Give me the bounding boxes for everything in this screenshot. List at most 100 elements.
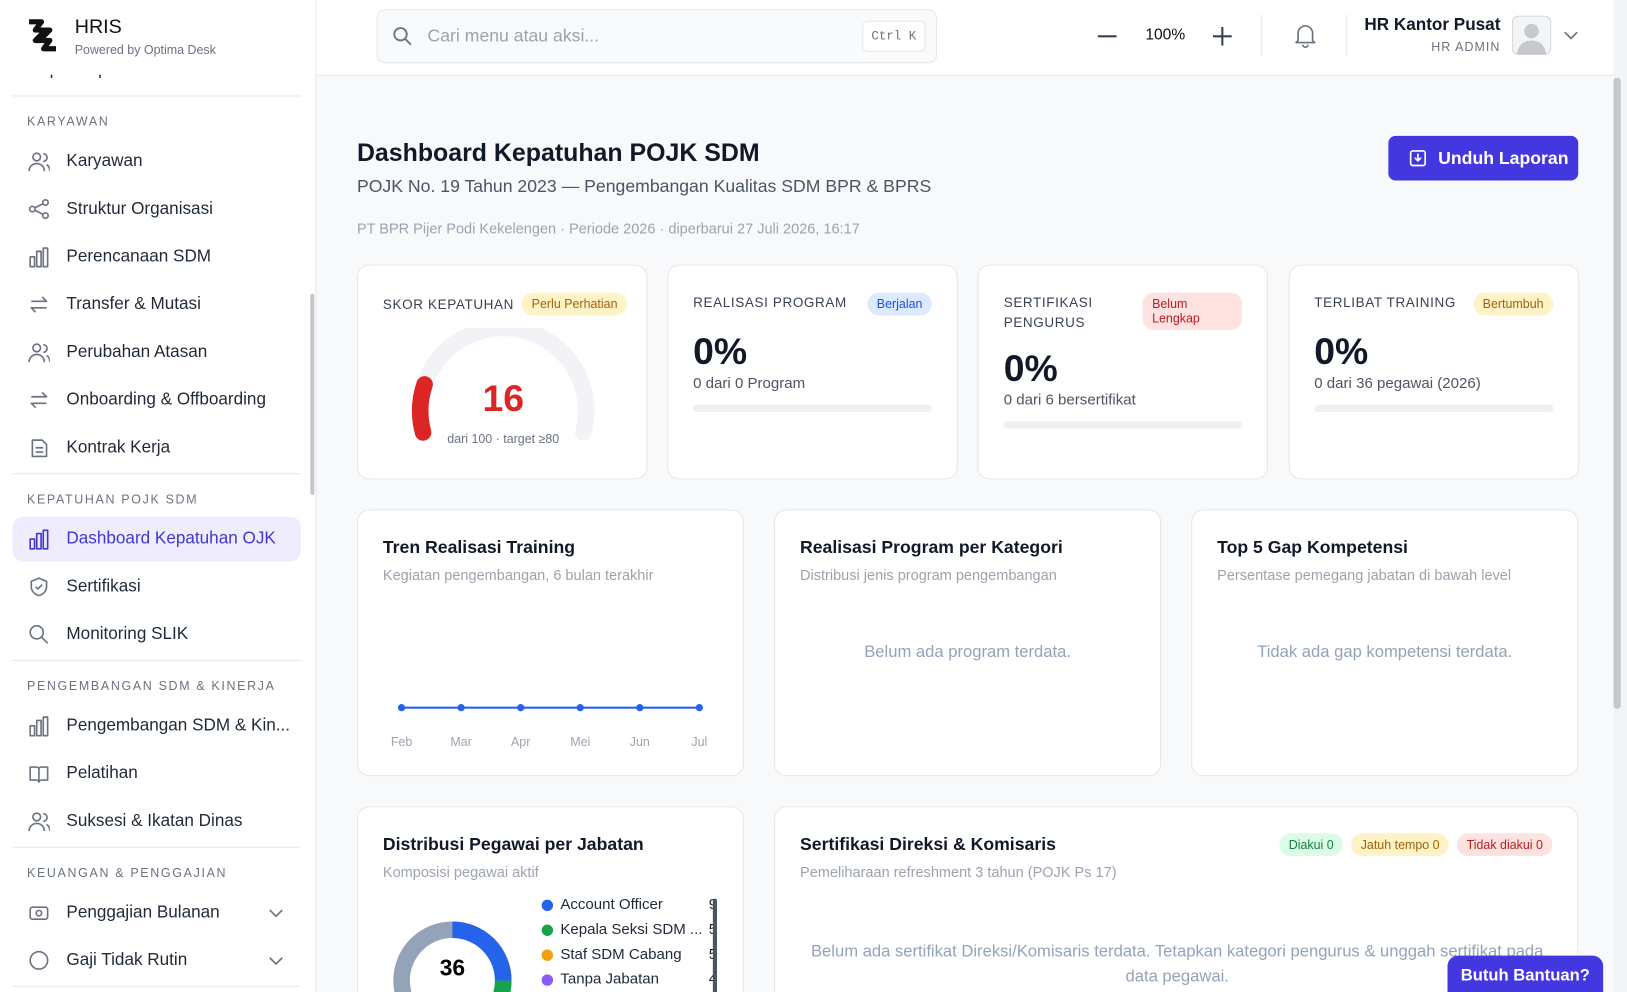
program-card: Realisasi Program per Kategori Distribus… (774, 509, 1162, 777)
section-title: PENGEMBANGAN SDM & KINERJA (26, 678, 276, 694)
donut-total: 36 (440, 954, 465, 980)
legend-value: 4 (709, 971, 714, 988)
card-title: Tren Realisasi Training (382, 537, 576, 558)
legend-name: Account Officer (560, 896, 663, 914)
nav-item[interactable]: Perencanaan SDM (12, 234, 300, 279)
avatar[interactable] (1511, 15, 1552, 55)
download-button[interactable]: Unduh Laporan (1388, 135, 1579, 181)
legend-scrollbar (712, 898, 718, 992)
nav-label: Suksesi & Ikatan Dinas (66, 810, 243, 830)
nav-label: Kontrak Kerja (66, 437, 171, 457)
nav-label: Monitoring SLIK (66, 624, 189, 643)
user-menu[interactable] (1563, 28, 1580, 43)
empty-state: Belum ada sertifikat Direksi/Komisaris t… (810, 943, 1544, 986)
separator (1260, 14, 1262, 57)
nav-label: Penggajian Bulanan (66, 902, 220, 921)
x-tick-label: Jun (630, 735, 650, 749)
user-name[interactable]: HR Kantor Pusat (1364, 15, 1501, 35)
x-tick-label: Mar (450, 735, 471, 749)
trend-point (397, 704, 406, 712)
trend-point (695, 704, 703, 712)
gauge-caption: dari 100 · target ≥80 (447, 432, 559, 446)
nav-item[interactable]: Penggajian Bulanan (12, 890, 300, 935)
nav-item[interactable]: Monitoring SLIK (12, 612, 300, 657)
legend-dot (541, 899, 554, 912)
certification-card: Sertifikasi Direksi & Komisaris Pemeliha… (774, 806, 1579, 992)
legend: Account Officer9Kepala Seksi SDM ...5Sta… (540, 896, 714, 992)
nav-item[interactable]: Pelatihan (12, 751, 300, 796)
kpi-value: 0% (693, 329, 748, 373)
divider (12, 95, 301, 97)
nav-item[interactable]: Onboarding & Offboarding (12, 377, 300, 422)
nav-icon (28, 714, 50, 736)
notifications[interactable] (1293, 22, 1318, 49)
kpi-badge: Berjalan (867, 292, 932, 316)
nav-label: Gaji Tidak Rutin (66, 949, 188, 969)
nav-label: Perubahan Atasan (66, 341, 208, 361)
trend-point (636, 704, 644, 712)
expand-chevron[interactable] (268, 953, 285, 968)
card-subtitle: Distribusi jenis program pengembangan (800, 566, 1057, 584)
card-subtitle: Pemeliharaan refreshment 3 tahun (POJK P… (800, 863, 1117, 880)
nav-item[interactable]: Struktur Organisasi (12, 186, 300, 231)
logo (29, 19, 57, 52)
nav-item[interactable]: Perubahan Atasan (12, 329, 300, 374)
nav-item[interactable]: Karyawan (12, 139, 300, 184)
nav-icon (28, 623, 50, 645)
legend-row: Staf SDM Cabang 5 (540, 945, 714, 966)
zoom-out[interactable] (1097, 26, 1118, 47)
nav-item[interactable]: Dashboard Kepatuhan OJK (12, 516, 301, 561)
kpi-label: SKOR KEPATUHAN (382, 296, 515, 312)
legend-row: Account Officer 9 (540, 896, 714, 917)
nav-label: Pelatihan (66, 763, 138, 782)
nav-item[interactable]: Kontrak Kerja (12, 425, 300, 470)
nav-item[interactable]: Gaji Tidak Rutin (12, 938, 300, 983)
nav-icon (28, 901, 50, 923)
card-title: Distribusi Pegawai per Jabatan (382, 834, 644, 854)
nav-label: Transfer & Mutasi (66, 294, 201, 313)
trend-point (457, 704, 465, 712)
card-subtitle: Komposisi pegawai aktif (382, 863, 539, 880)
nav-icon (28, 341, 51, 363)
gauge-value: 16 (482, 377, 524, 419)
nav-item[interactable]: Transfer & Mutasi (12, 282, 300, 327)
legend-dot (541, 949, 554, 961)
nav-icon (28, 575, 50, 597)
kpi-label: REALISASI PROGRAM (693, 294, 847, 311)
nav-icon (28, 245, 50, 267)
nav-item[interactable]: Suksesi & Ikatan Dinas (12, 798, 300, 843)
trend-point (576, 704, 584, 712)
zoom-level: 100% (1145, 25, 1186, 44)
kpi-value: 0% (1003, 346, 1058, 390)
zoom-in[interactable] (1212, 26, 1233, 47)
card-title: Realisasi Program per Kategori (800, 537, 1063, 558)
divider (12, 985, 301, 987)
expand-chevron[interactable] (268, 905, 285, 920)
nav-icon (28, 389, 50, 411)
score-card: SKOR KEPATUHAN Perlu Perhatian 16 dari 1… (356, 264, 648, 480)
kpi-label: SERTIFIKASI PENGURUS (1003, 294, 1093, 330)
search-box[interactable]: Cari menu atau aksi... Ctrl K (376, 9, 937, 64)
help-button[interactable]: Butuh Bantuan? (1447, 955, 1604, 992)
nav-item[interactable]: Sertifikasi (12, 564, 300, 609)
empty-state: Belum ada program terdata. (864, 643, 1071, 661)
donut: 36 (393, 921, 512, 992)
divider (12, 659, 301, 661)
kpi-badge: Bertumbuh (1473, 292, 1553, 316)
scrollbar-thumb (1613, 77, 1621, 709)
nav-item[interactable]: Pengembangan SDM & Kin... (12, 703, 300, 748)
kpi-header: TERLIBAT TRAINING Bertumbuh (1314, 292, 1553, 316)
cert-badges: Diakui 0 Jatuh tempo 0 Tidak diakui 0 (1279, 833, 1553, 857)
progress-track (1314, 404, 1553, 412)
kpi-card: REALISASI PROGRAM Berjalan 0% 0 dari 0 Prog… (667, 264, 958, 480)
nav-icon (28, 762, 50, 784)
trend-point (517, 704, 525, 712)
legend-name: Staf SDM Cabang (560, 946, 682, 963)
nav-label: Karyawan (66, 150, 143, 170)
legend-dot (541, 974, 554, 986)
card-subtitle: Persentase pemegang jabatan di bawah lev… (1217, 566, 1512, 584)
trend-card: Tren Realisasi Training Kegiatan pengemb… (356, 509, 744, 777)
progress-track (693, 404, 932, 412)
trend-chart: Feb Mar Apr Mei Jun Jul (391, 704, 707, 749)
download-label: Unduh Laporan (1438, 148, 1569, 169)
